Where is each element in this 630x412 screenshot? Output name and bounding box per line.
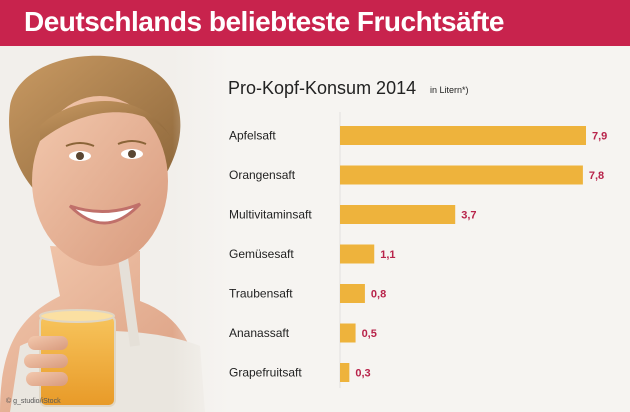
chart-subtitle: in Litern*) <box>430 85 469 95</box>
header-banner: Deutschlands beliebteste Fruchtsäfte <box>0 0 630 46</box>
category-label: Multivitaminsaft <box>229 208 312 222</box>
juice-consumption-chart: Pro-Kopf-Konsum 2014 in Litern*) Apfelsa… <box>228 78 607 388</box>
value-label: 7,9 <box>592 131 607 143</box>
page-title: Deutschlands beliebteste Fruchtsäfte <box>24 6 504 37</box>
value-label: 3,7 <box>461 210 476 222</box>
photo-credit: © g_studio/iStock <box>6 398 61 405</box>
woman-with-juice-photo <box>0 46 230 412</box>
value-label: 1,1 <box>380 249 395 261</box>
category-label: Apfelsaft <box>229 129 276 143</box>
bar <box>340 205 456 224</box>
bar <box>340 126 586 145</box>
category-label: Gemüsesaft <box>229 247 294 261</box>
bars-group: Apfelsaft 7,9 Orangensaft 7,8 Multivitaminsa… <box>229 126 607 382</box>
value-label: 0,8 <box>371 289 386 301</box>
value-label: 0,5 <box>362 328 377 340</box>
value-label: 0,3 <box>355 368 370 380</box>
bar <box>340 165 583 185</box>
category-label: Ananassaft <box>229 326 290 340</box>
category-label: Grapefruitsaft <box>229 366 302 380</box>
bar <box>340 244 375 264</box>
bar <box>340 284 365 303</box>
bar <box>340 323 356 343</box>
chart-title: Pro-Kopf-Konsum 2014 <box>228 78 416 98</box>
category-label: Orangensaft <box>229 168 296 182</box>
value-label: 7,8 <box>589 170 604 182</box>
bar <box>340 363 350 382</box>
category-label: Traubensaft <box>229 287 293 301</box>
